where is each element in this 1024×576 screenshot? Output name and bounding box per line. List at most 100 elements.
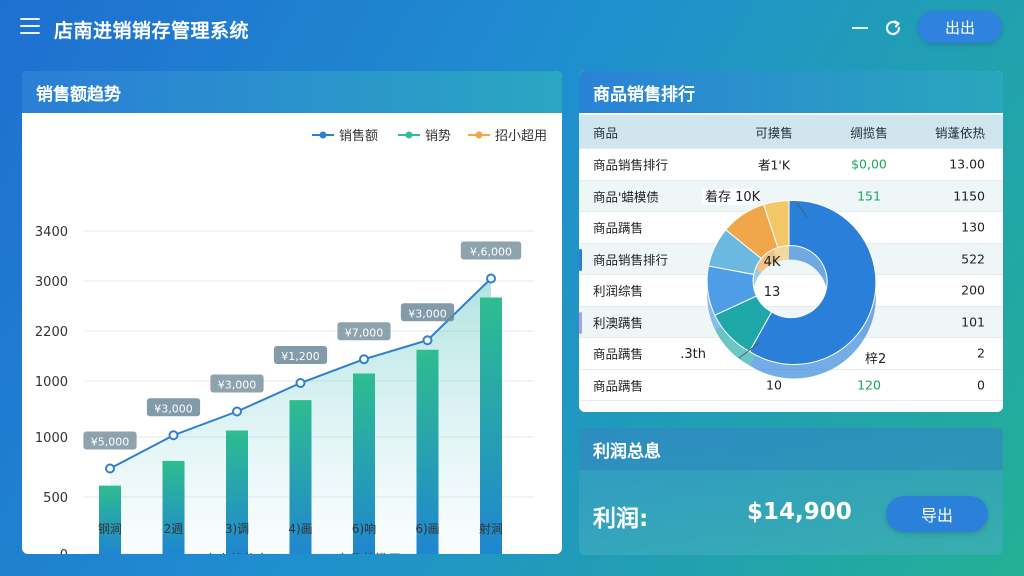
rank-value: 2 [977,345,985,361]
value-tag [337,322,391,341]
donut-label: 13 [764,285,781,300]
data-label: ¥5,000 [91,436,130,449]
product-ranking-panel: 商品销售排行 商品 可摸售 绸揽售 销蓬依热 商品销售排行 者1'K $0,00… [579,71,1003,412]
legend-label: 销售额 [339,128,378,144]
donut-slice [763,200,790,249]
data-point [105,463,115,474]
bar [162,460,185,554]
donut-leader-line [796,202,808,218]
value-tag [460,241,522,260]
x-tick-label: 2週 [164,522,184,536]
rank-value: 200 [961,282,985,298]
table-row[interactable]: 利润综售 200 [579,275,1003,307]
data-point [486,273,496,284]
x-tick-label: 6)画 [415,522,439,536]
profit-value: $14,900 [747,499,852,525]
rank-value: 101 [961,314,985,330]
value-tag [400,303,455,322]
product-name: 商品蹒售 [593,378,644,394]
rank-value: 130 [961,219,985,235]
column-header: 可摸售 [755,125,793,140]
data-label: ¥3,000 [218,379,257,392]
product-name: 商品销售排行 [593,157,669,173]
value-tag [83,431,137,450]
rank-value: 522 [961,251,985,267]
value-tag [273,346,328,364]
legend-label: 销势 [425,128,451,144]
donut-label: 着存 10K [705,189,761,205]
export-button[interactable]: 导出 [886,496,988,532]
product-name: 商品蹒售 [593,346,644,362]
profit-summary-title: 利润总息 [579,428,1003,470]
sales-trend-panel: 销售额趋势 0 500 1000 1000 2200 3000 3400 ¥5,000 ¥3,0… [22,71,562,554]
legend-label: 招小超用 [495,129,547,144]
legend-label: 商商状趋鬼 [204,552,269,554]
row-marker [579,311,582,334]
bar [480,297,502,554]
refresh-icon[interactable] [882,17,904,39]
bar [99,485,121,554]
table-row[interactable]: 商品蹒售 10 120 0 [579,370,1003,401]
data-label: ¥,6,000 [470,246,512,259]
y-tick-label: 1000 [35,431,68,446]
top-bar: 店南进销销存管理系统 出出 [0,0,1024,56]
data-point [295,378,306,388]
donut-label-bg [702,189,756,205]
table-row[interactable]: 商品销售排行 者1'K $0,00 13.00 [579,149,1003,181]
data-point [359,354,369,365]
app-title: 店南进销销存管理系统 [54,20,250,42]
data-point [168,430,179,441]
sales-trend-title: 销售额趋势 [22,71,562,113]
donut-slice [748,200,877,365]
product-ranking-title: 商品销售排行 [579,71,1003,113]
available-value: 10 [766,377,782,393]
profit-summary-panel: 利润总息 利润: $14,900 导出 [579,428,1003,555]
y-tick-label: 3000 [35,275,68,290]
bar [226,430,248,554]
sales-trend-chart: 0 500 1000 1000 2200 3000 3400 ¥5,000 ¥3,000 ¥3,0… [35,128,547,554]
legend-label: 商品状揽用 [336,552,401,554]
x-tick-label: 4)画 [288,522,312,536]
ranking-table: 商品 可摸售 绸揽售 销蓬依热 商品销售排行 者1'K $0,00 13.00 … [579,115,1003,401]
product-name: 利澳蹒售 [593,315,644,331]
sold-value: $0,00 [851,156,887,172]
legend-marker [475,131,483,139]
y-tick-label: 3400 [35,225,68,240]
donut-label-bg [679,346,710,362]
sold-value: 120 [857,377,881,393]
legend-marker [405,131,413,139]
table-header-row: 商品 可摸售 绸揽售 销蓬依热 [579,115,1003,149]
rank-value: 0 [977,377,985,393]
product-name: 商品销售排行 [593,252,669,268]
x-tick-label: 射涧 [479,521,503,536]
data-point [422,335,433,346]
bar [353,373,375,554]
bar [289,400,312,554]
logout-button[interactable]: 出出 [918,11,1002,43]
x-tick-label: 6)响 [352,521,376,536]
data-label: ¥3,000 [408,307,447,320]
available-value: 者1'K [757,157,791,173]
y-tick-label: 500 [43,491,68,506]
product-name: 商品蹒售 [593,220,644,236]
y-tick-label: 1000 [35,375,68,390]
donut-label: 梓2 [865,352,886,367]
row-marker [579,248,582,271]
y-tick-label: 0 [60,548,68,554]
hamburger-menu-icon[interactable] [20,18,40,34]
minimize-icon[interactable] [852,27,868,29]
column-header: 销蓬依热 [934,125,985,140]
column-header: 商品 [593,125,619,140]
data-point [232,406,242,417]
sold-value: 151 [857,188,881,204]
value-tag [146,398,201,417]
data-label: ¥3,000 [154,402,193,415]
legend-marker [319,131,327,139]
donut-leader-line [738,342,760,359]
bar [416,349,439,554]
data-label: ¥7,000 [345,326,384,339]
sales-donut-chart: 着存 10K 4K 13 祥2.3th 梓2 [679,189,886,379]
data-label: ¥1,200 [281,350,320,363]
column-header: 绸揽售 [850,125,888,140]
product-name: 利润综售 [593,283,644,299]
